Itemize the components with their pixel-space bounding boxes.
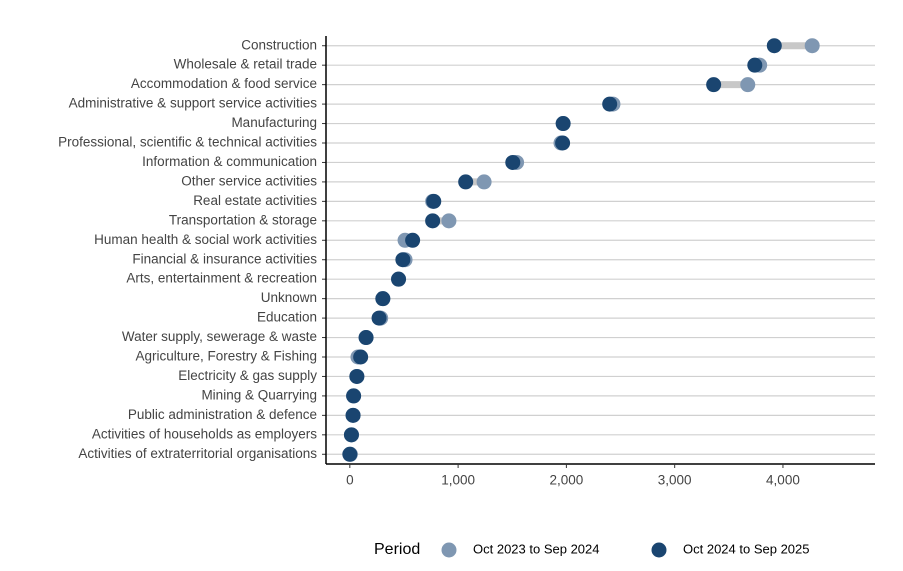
dot <box>405 232 421 248</box>
dot <box>555 116 571 132</box>
y-tick-label: Public administration & defence <box>128 407 317 422</box>
y-tick-label: Information & communication <box>142 154 317 169</box>
dot <box>555 135 571 151</box>
dot <box>391 271 407 287</box>
dot <box>766 38 782 54</box>
y-tick-label: Financial & insurance activities <box>132 251 317 266</box>
y-tick-label: Real estate activities <box>193 193 317 208</box>
dot <box>371 310 387 326</box>
y-tick-label: Construction <box>241 37 317 52</box>
y-tick-label: Electricity & gas supply <box>178 368 317 383</box>
dot <box>342 446 358 462</box>
dot <box>458 174 474 190</box>
y-tick-label: Administrative & support service activit… <box>69 96 318 111</box>
x-tick-label: 4,000 <box>766 473 800 488</box>
y-tick-label: Unknown <box>261 290 317 305</box>
legend-label: Oct 2023 to Sep 2024 <box>473 541 599 556</box>
x-tick-label: 2,000 <box>549 473 583 488</box>
y-tick-label: Activities of extraterritorial organisat… <box>78 446 317 461</box>
legend-label: Oct 2024 to Sep 2025 <box>683 541 809 556</box>
legend-swatch <box>651 542 667 558</box>
dot <box>375 291 391 307</box>
dot <box>425 213 441 229</box>
dot <box>349 368 365 384</box>
dot <box>602 96 618 112</box>
y-tick-label: Accommodation & food service <box>131 76 317 91</box>
dot <box>343 427 359 443</box>
dot <box>740 77 756 93</box>
dot <box>476 174 492 190</box>
dot <box>747 57 763 73</box>
dot <box>395 252 411 268</box>
x-tick-label: 0 <box>346 473 354 488</box>
legend-swatch <box>441 542 457 558</box>
x-tick-label: 3,000 <box>658 473 692 488</box>
y-tick-label: Manufacturing <box>231 115 317 130</box>
y-tick-label: Education <box>257 310 317 325</box>
y-tick-label: Mining & Quarrying <box>201 387 317 402</box>
dot <box>353 349 369 365</box>
dot <box>804 38 820 54</box>
dot <box>358 330 374 346</box>
y-tick-label: Transportation & storage <box>169 212 317 227</box>
y-tick-label: Agriculture, Forestry & Fishing <box>135 349 317 364</box>
dot <box>505 154 521 170</box>
y-tick-label: Wholesale & retail trade <box>174 57 317 72</box>
y-tick-label: Arts, entertainment & recreation <box>126 271 317 286</box>
x-tick-label: 1,000 <box>441 473 475 488</box>
dot <box>426 193 442 209</box>
dot <box>706 77 722 93</box>
y-tick-label: Professional, scientific & technical act… <box>58 135 317 150</box>
dot <box>345 407 361 423</box>
dot <box>441 213 457 229</box>
y-tick-label: Activities of households as employers <box>92 426 317 441</box>
y-tick-label: Other service activities <box>181 173 317 188</box>
dot <box>346 388 362 404</box>
legend-title: Period <box>374 541 420 558</box>
y-tick-label: Human health & social work activities <box>94 232 317 247</box>
y-tick-label: Water supply, sewerage & waste <box>122 329 317 344</box>
